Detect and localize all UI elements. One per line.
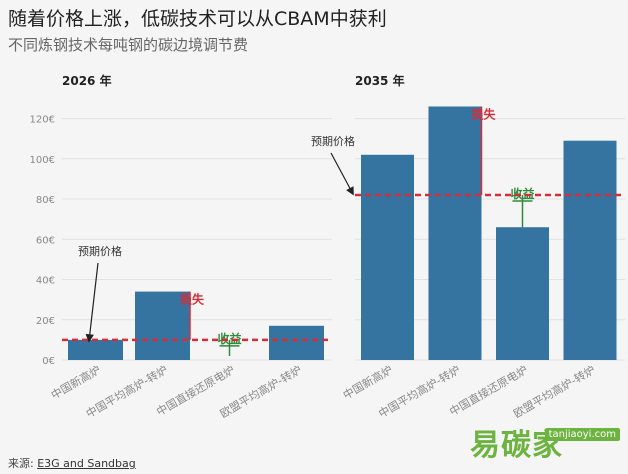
- source-note: 来源: E3G and Sandbag: [8, 455, 136, 471]
- y-tick-label: 20€: [36, 316, 55, 327]
- expected-price-label: 预期价格: [311, 134, 355, 148]
- source-prefix: 来源:: [8, 457, 38, 470]
- loss-label: 损失: [471, 106, 496, 121]
- bar: [361, 154, 414, 360]
- expected-price-arrow: [85, 262, 99, 343]
- y-tick-label: 40€: [36, 276, 55, 287]
- source-link[interactable]: E3G and Sandbag: [37, 457, 136, 470]
- x-tick-label: 中国新高炉: [48, 362, 103, 402]
- bar: [269, 325, 324, 360]
- chart-title: 随着价格上涨，低碳技术可以从CBAM中获利: [8, 8, 387, 30]
- bar: [428, 106, 482, 360]
- panel-title-2035: 2035 年: [355, 74, 405, 88]
- bar: [68, 339, 123, 360]
- y-tick-label: 60€: [36, 235, 55, 246]
- y-tick-label: 120€: [30, 115, 55, 126]
- y-tick-label: 80€: [36, 195, 55, 206]
- gain-label: 收益: [217, 331, 241, 346]
- expected-price-arrow: [330, 152, 354, 196]
- bar: [496, 227, 549, 360]
- expected-price-label: 预期价格: [78, 244, 122, 258]
- bar: [563, 140, 617, 360]
- watermark-domain: tanjiaoyi.com: [544, 428, 620, 441]
- x-tick-label: 中国新高炉: [340, 362, 395, 402]
- y-tick-label: 100€: [30, 155, 55, 166]
- gain-label: 收益: [510, 186, 534, 201]
- loss-label: 损失: [180, 292, 205, 307]
- panel-title-2026: 2026 年: [62, 74, 112, 88]
- chart-subtitle: 不同炼钢技术每吨钢的碳边境调节费: [8, 36, 249, 54]
- bar: [135, 291, 190, 360]
- watermark-logo: 易碳家 tanjiaoyi.com: [470, 420, 620, 464]
- y-tick-label: 0€: [42, 356, 55, 367]
